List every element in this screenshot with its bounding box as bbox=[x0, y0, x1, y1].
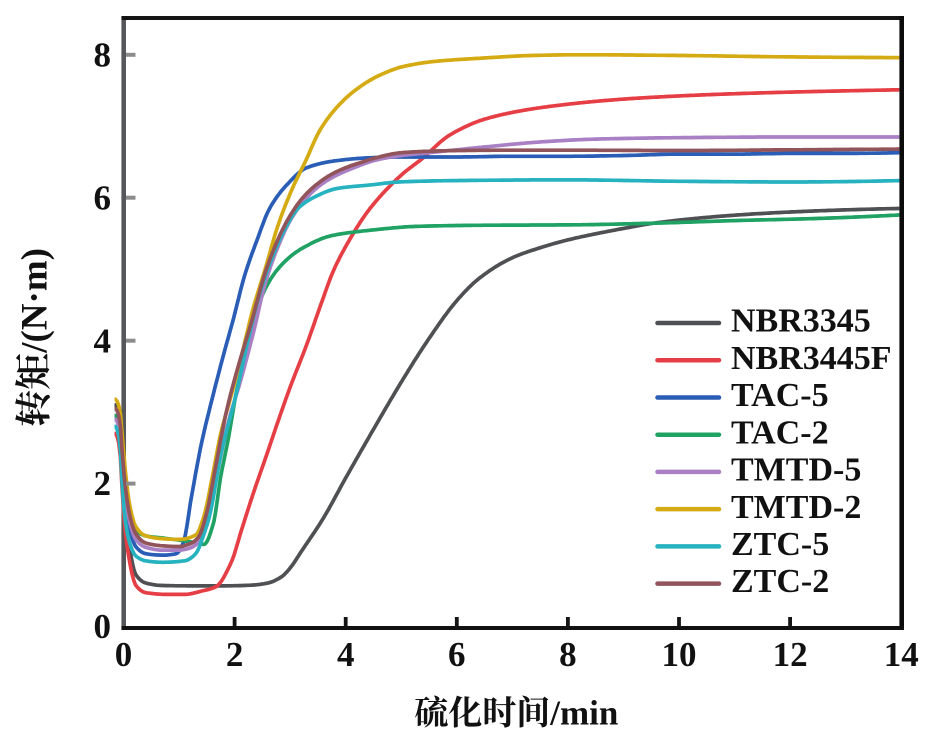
svg-text:8: 8 bbox=[94, 35, 112, 74]
svg-text:8: 8 bbox=[559, 635, 577, 674]
svg-text:TMTD-5: TMTD-5 bbox=[731, 452, 861, 489]
svg-text:12: 12 bbox=[773, 635, 808, 674]
svg-text:ZTC-2: ZTC-2 bbox=[731, 563, 829, 600]
svg-text:10: 10 bbox=[662, 635, 697, 674]
svg-text:/(N·m): /(N·m) bbox=[15, 248, 56, 354]
svg-text:0: 0 bbox=[115, 635, 133, 674]
svg-text:ZTC-5: ZTC-5 bbox=[731, 526, 829, 563]
svg-text:6: 6 bbox=[448, 635, 466, 674]
svg-text:14: 14 bbox=[884, 635, 919, 674]
svg-text:0: 0 bbox=[94, 607, 112, 646]
svg-text:TMTD-2: TMTD-2 bbox=[731, 489, 861, 526]
svg-text:TAC-5: TAC-5 bbox=[731, 377, 829, 414]
svg-text:NBR3345: NBR3345 bbox=[731, 303, 871, 340]
svg-text:NBR3445F: NBR3445F bbox=[731, 340, 892, 377]
svg-text:/min: /min bbox=[549, 694, 618, 733]
svg-text:TAC-2: TAC-2 bbox=[731, 414, 829, 451]
svg-text:4: 4 bbox=[337, 635, 355, 674]
svg-text:2: 2 bbox=[226, 635, 244, 674]
svg-text:2: 2 bbox=[94, 464, 112, 503]
svg-text:4: 4 bbox=[94, 321, 112, 360]
svg-text:6: 6 bbox=[94, 178, 112, 217]
